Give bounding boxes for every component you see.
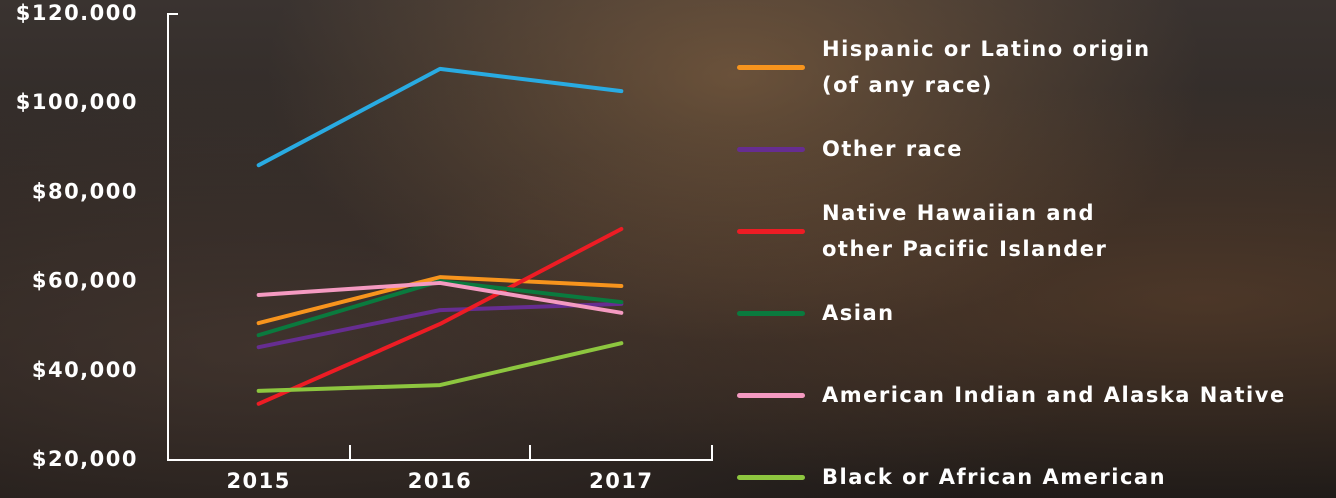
legend-item: American Indian and Alaska Native <box>737 377 1286 413</box>
legend-swatch <box>737 393 805 398</box>
legend-swatch <box>737 65 805 70</box>
legend-item: Black or African American <box>737 459 1166 495</box>
y-tick-label: $40,000 <box>32 358 138 382</box>
legend-label: Other race <box>822 131 963 167</box>
legend-swatch <box>737 311 805 316</box>
series-line <box>259 343 622 391</box>
legend-label: Asian <box>822 295 895 331</box>
y-tick-label: $20,000 <box>32 447 138 471</box>
legend-item: Native Hawaiian and other Pacific Island… <box>737 195 1107 267</box>
y-tick-label: $100,000 <box>16 90 138 114</box>
chart: $20,000 $40,000 $60,000 $80,000 $100,000 $120… <box>0 0 1336 498</box>
legend-swatch <box>737 147 805 152</box>
x-tick-label: 2016 <box>408 469 472 493</box>
y-tick-label: $80,000 <box>32 179 138 203</box>
legend-swatch <box>737 229 805 234</box>
series-line <box>259 69 622 165</box>
legend-label: American Indian and Alaska Native <box>822 377 1286 413</box>
legend-label: Black or African American <box>822 459 1166 495</box>
legend-item: Other race <box>737 131 963 167</box>
legend-item: Asian <box>737 295 895 331</box>
y-tick-label: $60,000 <box>32 269 138 293</box>
x-tick-label: 2017 <box>589 469 653 493</box>
y-tick-label: $120.000 <box>16 1 138 25</box>
x-tick-label: 2015 <box>226 469 290 493</box>
legend-swatch <box>737 475 805 480</box>
legend-label: Hispanic or Latino origin (of any race) <box>822 31 1151 103</box>
legend-label: Native Hawaiian and other Pacific Island… <box>822 195 1107 267</box>
series-line <box>259 229 622 404</box>
axes <box>168 14 712 460</box>
legend-item: Hispanic or Latino origin (of any race) <box>737 31 1151 103</box>
